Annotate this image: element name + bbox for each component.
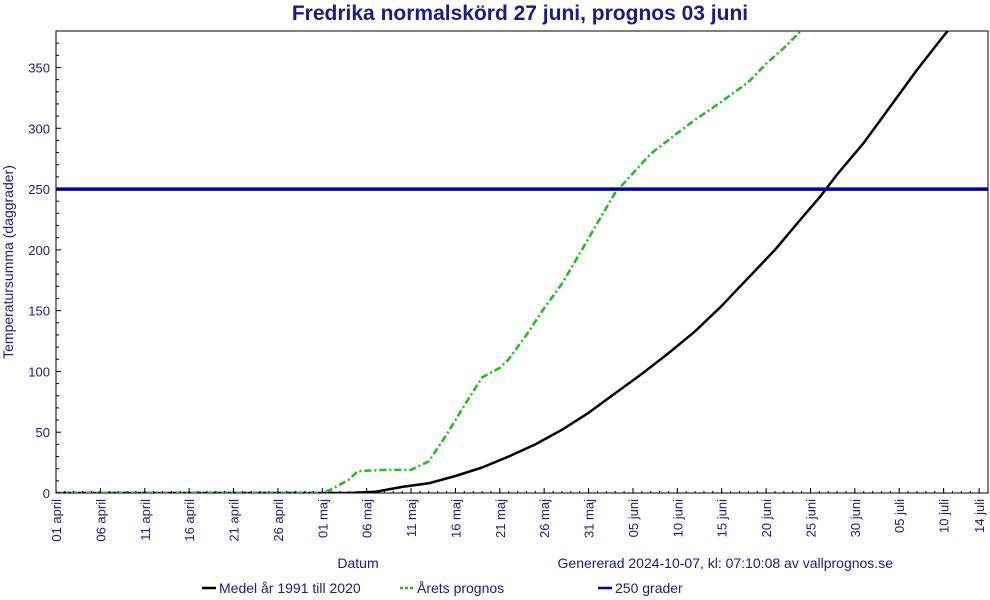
legend: Medel år 1991 till 2020 Årets prognos 250 … (202, 580, 683, 596)
x-tick-label: 10 juni (670, 499, 685, 537)
legend-label-2: Årets prognos (417, 580, 504, 596)
x-axis-title: Datum (337, 555, 378, 571)
x-tick-label: 11 maj (404, 499, 419, 537)
x-tick-label: 05 juni (626, 499, 641, 537)
y-tick-label: 0 (43, 486, 50, 501)
x-tick-label: 26 april (271, 499, 286, 542)
y-tick-label: 300 (28, 121, 50, 136)
x-tick-label: 06 april (93, 499, 108, 542)
chart-title: Fredrika normalskörd 27 juni, prognos 03… (292, 2, 748, 25)
x-tick-label: 30 juni (848, 499, 863, 537)
x-tick-label: 16 april (182, 499, 197, 542)
legend-label-1: Medel år 1991 till 2020 (219, 580, 361, 596)
x-tick-label: 05 juli (892, 499, 907, 533)
y-tick-label: 350 (28, 60, 50, 75)
x-tick-label: 26 maj (537, 499, 552, 538)
y-tick-label: 200 (28, 243, 50, 258)
x-tick-label: 21 maj (493, 499, 508, 538)
axis-layer: 0 50 100 150 200 250 300 350 01 april 06 april 11 … (28, 30, 989, 542)
y-tick-label: 100 (28, 364, 50, 379)
x-tick-label: 10 juli (937, 499, 952, 533)
legend-label-3: 250 grader (615, 580, 683, 596)
x-tick-label: 15 juni (715, 499, 730, 537)
x-tick-label: 11 april (138, 499, 153, 541)
x-tick-label: 14 juli (972, 499, 987, 533)
y-tick-label: 150 (28, 304, 50, 319)
generated-note: Genererad 2024-10-07, kl: 07:10:08 av va… (558, 555, 894, 571)
x-tick-label: 01 maj (315, 499, 330, 538)
x-tick-label: 20 juni (759, 499, 774, 537)
x-tick-label: 16 maj (448, 499, 463, 538)
x-tick-label: 06 maj (360, 499, 375, 538)
x-tick-label: 25 juni (803, 499, 818, 537)
y-tick-label: 50 (36, 425, 50, 440)
y-tick-label: 250 (28, 182, 50, 197)
x-tick-label: 21 april (227, 499, 242, 542)
y-axis-title: Temperatursumma (daggrader) (0, 165, 16, 359)
series-layer (56, 31, 988, 493)
x-tick-label: 31 maj (582, 499, 597, 538)
x-tick-label: 01 april (49, 499, 64, 542)
